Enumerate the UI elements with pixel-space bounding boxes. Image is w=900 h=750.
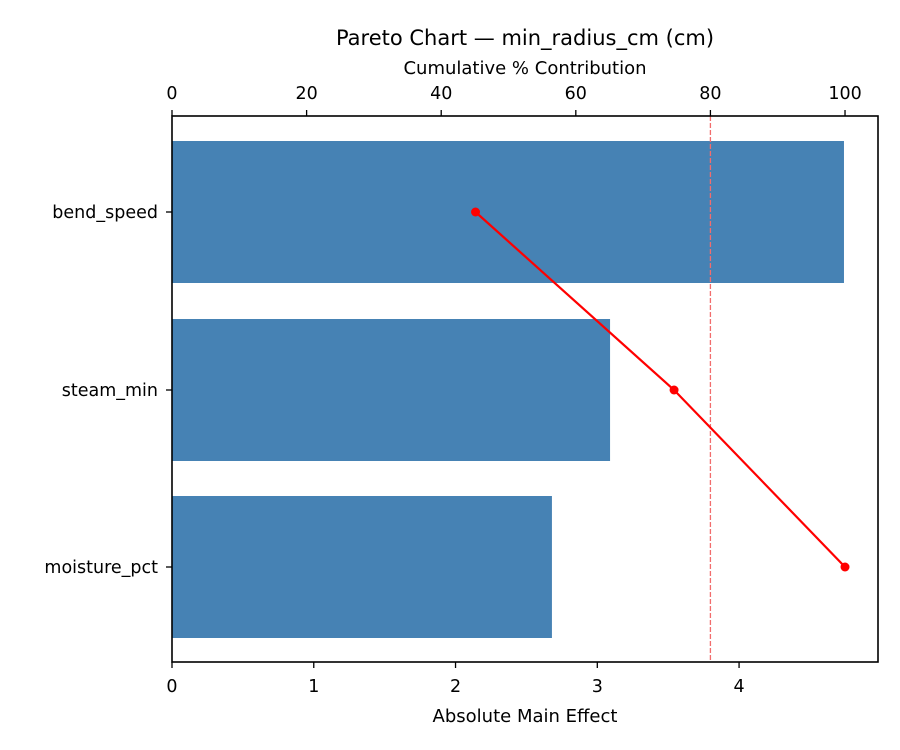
bottom-axis-label: Absolute Main Effect [433,706,618,727]
bottom-axis-ticks: 0 1 2 3 4 [166,662,745,697]
top-tick-label: 20 [295,84,317,104]
top-tick-label: 60 [565,84,587,104]
bar-moisture_pct [172,496,552,638]
chart-title: Pareto Chart — min_radius_cm (cm) [336,26,714,51]
x-tick-label: 2 [450,677,461,697]
y-tick-label: steam_min [62,381,158,401]
top-tick-label: 80 [699,84,721,104]
top-tick-label: 0 [166,84,177,104]
top-axis-label: Cumulative % Contribution [403,58,646,79]
cumulative-line-series [471,207,850,572]
bar-series [172,141,844,638]
top-axis-ticks: 0 20 40 60 80 100 [166,84,862,116]
plot-frame [171,115,879,663]
bar-bend_speed [172,141,844,283]
x-tick-label: 0 [166,677,177,697]
y-axis-labels: bend_speed steam_min moisture_pct [44,203,172,578]
cumulative-point-steam_min [669,385,679,395]
x-tick-label: 3 [592,677,603,697]
x-tick-label: 1 [308,677,319,697]
y-tick-label: moisture_pct [44,558,158,578]
top-tick-label: 100 [828,84,861,104]
bar-steam_min [172,319,611,461]
y-tick-label: bend_speed [52,203,158,223]
x-tick-label: 4 [733,677,744,697]
cumulative-point-bend_speed [471,207,481,217]
top-tick-label: 40 [430,84,452,104]
cumulative-point-moisture_pct [840,562,850,572]
